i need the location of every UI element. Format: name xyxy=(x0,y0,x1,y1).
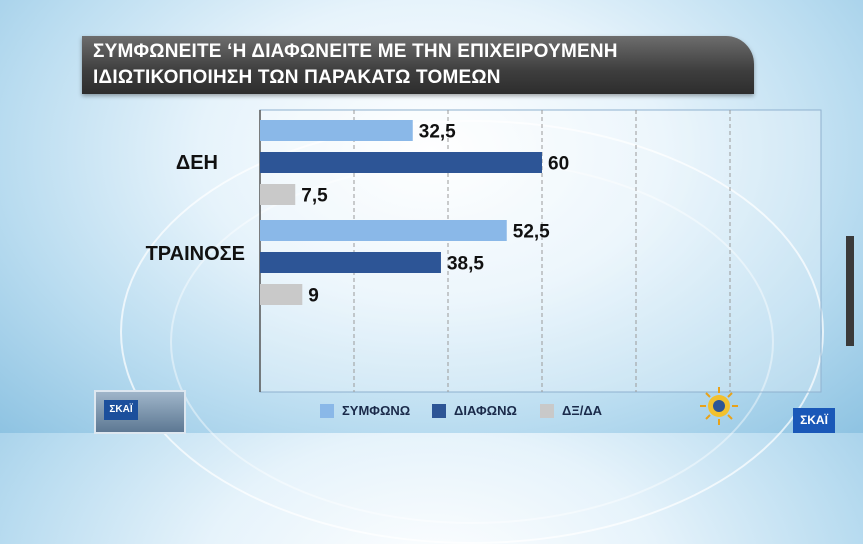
category-label: ΤΡΑΙΝΟΣΕ xyxy=(145,243,245,265)
bar xyxy=(260,284,303,305)
watermark-logo: ΣΚΑΪ xyxy=(104,400,138,420)
bar xyxy=(260,120,413,141)
data-label: 52,5 xyxy=(513,222,550,243)
data-label: 7,5 xyxy=(301,186,328,207)
channel-logo: ΣΚΑΪ xyxy=(793,408,835,433)
legend-item: ΔΙΑΦΩΝΩ xyxy=(432,403,517,418)
legend-item: ΣΥΜΦΩΝΩ xyxy=(320,403,410,418)
bar-chart: 32,5 60 7,5 52,5 38,5 9 xyxy=(259,109,822,393)
chart-title-line-1: ΣΥΜΦΩΝΕΙΤΕ ‘Η ΔΙΑΦΩΝΕΙΤΕ ΜΕ ΤΗΝ ΕΠΙΧΕΙΡΟ… xyxy=(93,41,618,62)
data-label: 38,5 xyxy=(447,254,484,275)
bar xyxy=(260,152,542,173)
plot-area: 32,5 60 7,5 52,5 38,5 9 xyxy=(233,102,823,394)
bar xyxy=(260,184,296,205)
data-label: 9 xyxy=(308,286,319,307)
bar xyxy=(260,252,441,273)
chart-title-line-2: ΙΔΙΩΤΙΚΟΠΟΙΗΣΗ ΤΩΝ ΠΑΡΑΚΑΤΩ ΤΟΜΕΩΝ xyxy=(93,67,501,88)
legend-label: ΣΥΜΦΩΝΩ xyxy=(342,403,411,418)
legend-swatch xyxy=(432,403,446,418)
title-bar xyxy=(82,36,754,94)
legend-item: ΔΞ/ΔΑ xyxy=(540,403,602,418)
bar xyxy=(260,220,507,241)
data-label: 32,5 xyxy=(419,122,456,143)
category-label: ΔΕΗ xyxy=(175,152,218,174)
frame-edge xyxy=(846,236,854,346)
legend-swatch xyxy=(320,403,334,418)
sun-logo-icon xyxy=(700,387,738,425)
legend-label: ΔΞ/ΔΑ xyxy=(562,403,603,418)
data-label: 60 xyxy=(548,154,569,175)
legend-label: ΔΙΑΦΩΝΩ xyxy=(454,403,517,418)
channel-watermark: ΣΚΑΪ xyxy=(94,390,186,434)
legend-swatch xyxy=(540,403,554,418)
